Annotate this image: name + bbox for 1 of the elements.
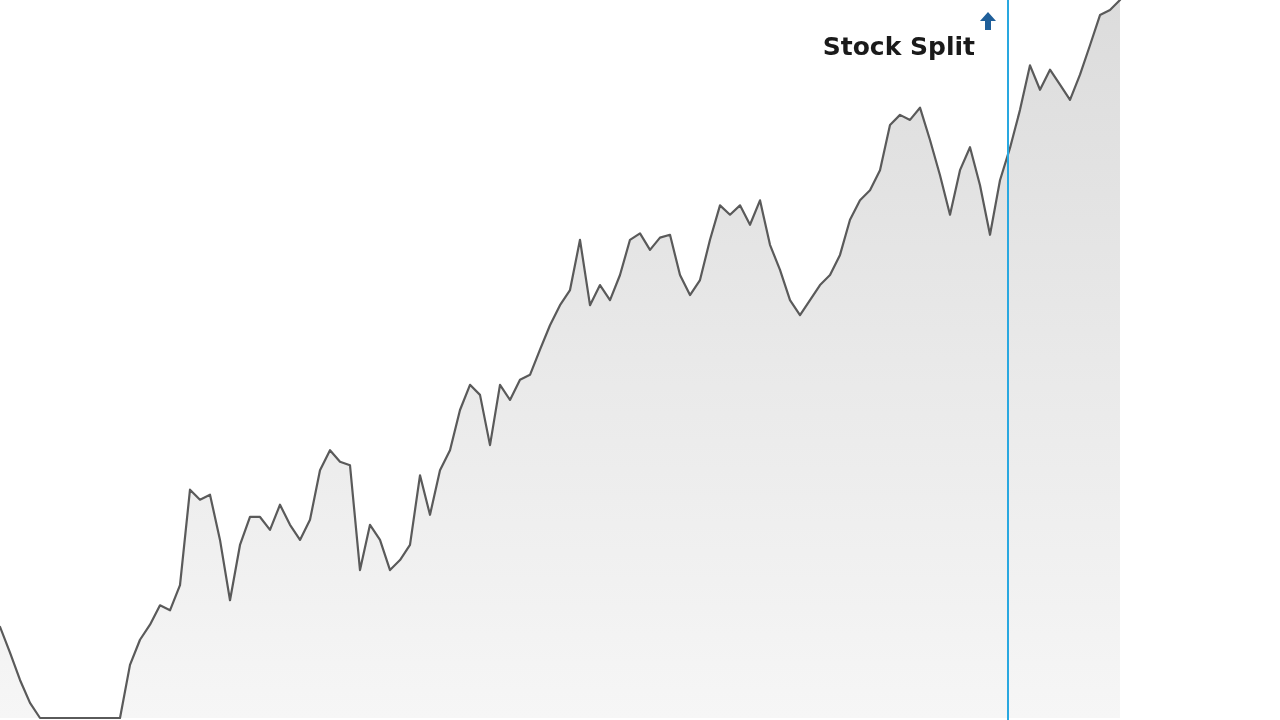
annotation: Stock Split [822, 32, 976, 61]
